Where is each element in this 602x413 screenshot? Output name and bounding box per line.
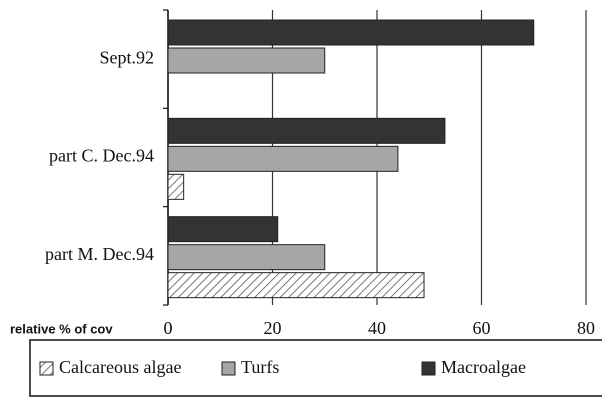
bar [167, 47, 326, 74]
x-tick-label: 40 [368, 318, 386, 338]
legend-label: Macroalgae [441, 357, 526, 377]
x-tick-label: 60 [473, 318, 491, 338]
legend-box [29, 339, 602, 397]
legend-swatch [221, 361, 236, 376]
bar [167, 272, 425, 299]
y-tick-label: part C. Dec.94 [49, 146, 154, 166]
legend-label: Calcareous algae [59, 357, 181, 377]
x-tick-label: 80 [577, 318, 595, 338]
bar [167, 117, 446, 144]
bar [167, 216, 279, 243]
y-tick-label: Sept.92 [99, 47, 154, 67]
bar [167, 19, 535, 46]
y-tick-label: part M. Dec.94 [45, 244, 154, 264]
legend-label: Turfs [241, 357, 279, 377]
x-tick-label: 20 [264, 318, 282, 338]
bar [167, 145, 399, 172]
bar [167, 244, 326, 271]
x-tick-label: 0 [164, 318, 173, 338]
x-axis-title: relative % of cov [10, 321, 113, 336]
legend-swatch [39, 361, 54, 376]
legend-swatch [421, 361, 436, 376]
bar [167, 173, 185, 200]
